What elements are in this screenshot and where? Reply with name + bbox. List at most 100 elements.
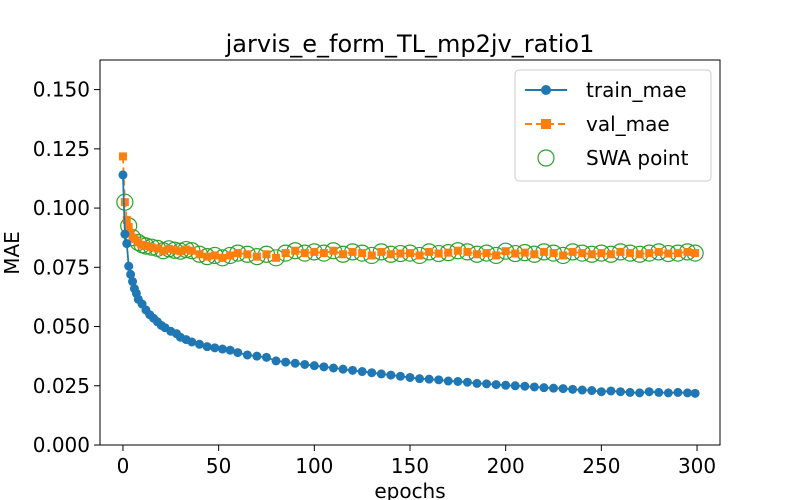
val-mae-point xyxy=(664,249,673,258)
train-mae-point xyxy=(434,375,444,385)
train-mae-point xyxy=(682,388,692,398)
train-mae-point xyxy=(195,339,205,349)
x-tick-label: 250 xyxy=(582,454,620,478)
val-mae-point xyxy=(176,247,185,256)
y-tick-label: 0.150 xyxy=(33,78,90,102)
train-mae-point xyxy=(328,363,338,373)
val-mae-point xyxy=(444,248,453,257)
y-tick-label: 0.075 xyxy=(33,255,90,279)
train-mae-point xyxy=(549,383,559,393)
train-mae-point xyxy=(606,386,616,396)
val-mae-point xyxy=(501,247,510,256)
x-tick-label: 100 xyxy=(295,454,333,478)
train-mae-point xyxy=(118,170,128,180)
y-axis-title: MAE xyxy=(0,231,24,275)
train-mae-point xyxy=(386,370,396,380)
val-mae-point xyxy=(396,249,405,258)
train-mae-point xyxy=(491,380,501,390)
train-mae-point xyxy=(338,364,348,374)
train-mae-point xyxy=(443,376,453,386)
train-mae-point xyxy=(673,387,683,397)
val-mae-point xyxy=(434,249,443,258)
train-mae-point xyxy=(424,374,434,384)
chart-title: jarvis_e_form_TL_mp2jv_ratio1 xyxy=(225,30,595,58)
val-mae-point xyxy=(386,250,395,259)
train-mae-point xyxy=(367,368,377,378)
val-mae-point xyxy=(568,247,577,256)
val-mae-point xyxy=(616,247,625,256)
val-mae-point xyxy=(635,250,644,259)
train-mae-point xyxy=(577,385,587,395)
val-mae-point xyxy=(233,249,242,258)
val-mae-point xyxy=(164,244,173,253)
legend-train-label: train_mae xyxy=(586,78,687,102)
val-mae-point xyxy=(170,246,179,255)
train-mae-point xyxy=(635,388,645,398)
val-mae-point xyxy=(182,245,191,254)
x-tick-label: 50 xyxy=(206,454,231,478)
train-mae-point xyxy=(539,383,549,393)
val-mae-point xyxy=(597,249,606,258)
train-mae-point xyxy=(281,357,291,367)
val-mae-point xyxy=(453,246,462,255)
train-mae-point xyxy=(415,374,425,384)
val-mae-point xyxy=(683,247,692,256)
train-mae-point xyxy=(520,381,530,391)
val-mae-point xyxy=(348,247,357,256)
val-mae-point xyxy=(195,250,204,259)
train-mae-point xyxy=(663,388,673,398)
train-mae-point xyxy=(501,380,511,390)
train-mae-point xyxy=(309,361,319,371)
val-mae-point xyxy=(549,249,558,258)
val-mae-point xyxy=(406,249,414,258)
train-mae-point xyxy=(202,342,212,352)
val-mae-point xyxy=(153,244,162,253)
val-mae-point xyxy=(122,215,131,224)
train-mae-point xyxy=(242,350,252,360)
val-mae-point xyxy=(339,250,348,259)
train-mae-point xyxy=(482,379,492,389)
train-mae-point xyxy=(357,367,367,377)
train-mae-point xyxy=(319,362,329,372)
y-tick-label: 0.125 xyxy=(33,137,90,161)
train-mae-point xyxy=(587,386,597,396)
train-mae-point xyxy=(462,377,472,387)
val-mae-point xyxy=(654,247,663,256)
train-mae-point xyxy=(187,337,197,347)
legend-swa-marker xyxy=(537,149,555,167)
train-mae-point xyxy=(252,351,262,361)
train-mae-point xyxy=(453,377,463,387)
train-mae-point xyxy=(568,384,578,394)
val-mae-point xyxy=(118,152,127,161)
legend-train-marker xyxy=(541,85,551,95)
train-mae-point xyxy=(210,343,220,353)
train-mae-point xyxy=(128,277,138,287)
y-tick-label: 0.050 xyxy=(33,315,90,339)
train-mae-point xyxy=(290,358,300,368)
val-mae-point xyxy=(310,247,319,256)
val-mae-point xyxy=(272,253,281,262)
train-mae-point xyxy=(625,387,635,397)
train-mae-point xyxy=(122,239,132,249)
y-tick-label: 0.025 xyxy=(33,374,90,398)
train-mae-point xyxy=(225,345,235,355)
train-mae-point xyxy=(510,381,520,391)
val-mae-point xyxy=(425,247,434,256)
train-mae-point xyxy=(529,382,539,392)
val-mae-point xyxy=(262,250,271,259)
val-mae-point xyxy=(187,246,196,255)
train-mae-point xyxy=(405,372,415,382)
train-mae-point xyxy=(120,229,130,239)
train-mae-point xyxy=(126,269,136,279)
legend-val-label: val_mae xyxy=(586,112,670,136)
y-tick-label: 0.100 xyxy=(33,196,90,220)
val-mae-point xyxy=(520,248,529,257)
val-mae-point xyxy=(367,251,376,260)
val-mae-point xyxy=(578,249,587,258)
val-mae-point xyxy=(645,249,654,258)
val-mae-point xyxy=(492,251,501,260)
val-mae-point xyxy=(147,243,156,252)
legend-val-marker xyxy=(541,119,551,129)
train-mae-point xyxy=(271,356,281,366)
train-mae-point xyxy=(596,387,606,397)
